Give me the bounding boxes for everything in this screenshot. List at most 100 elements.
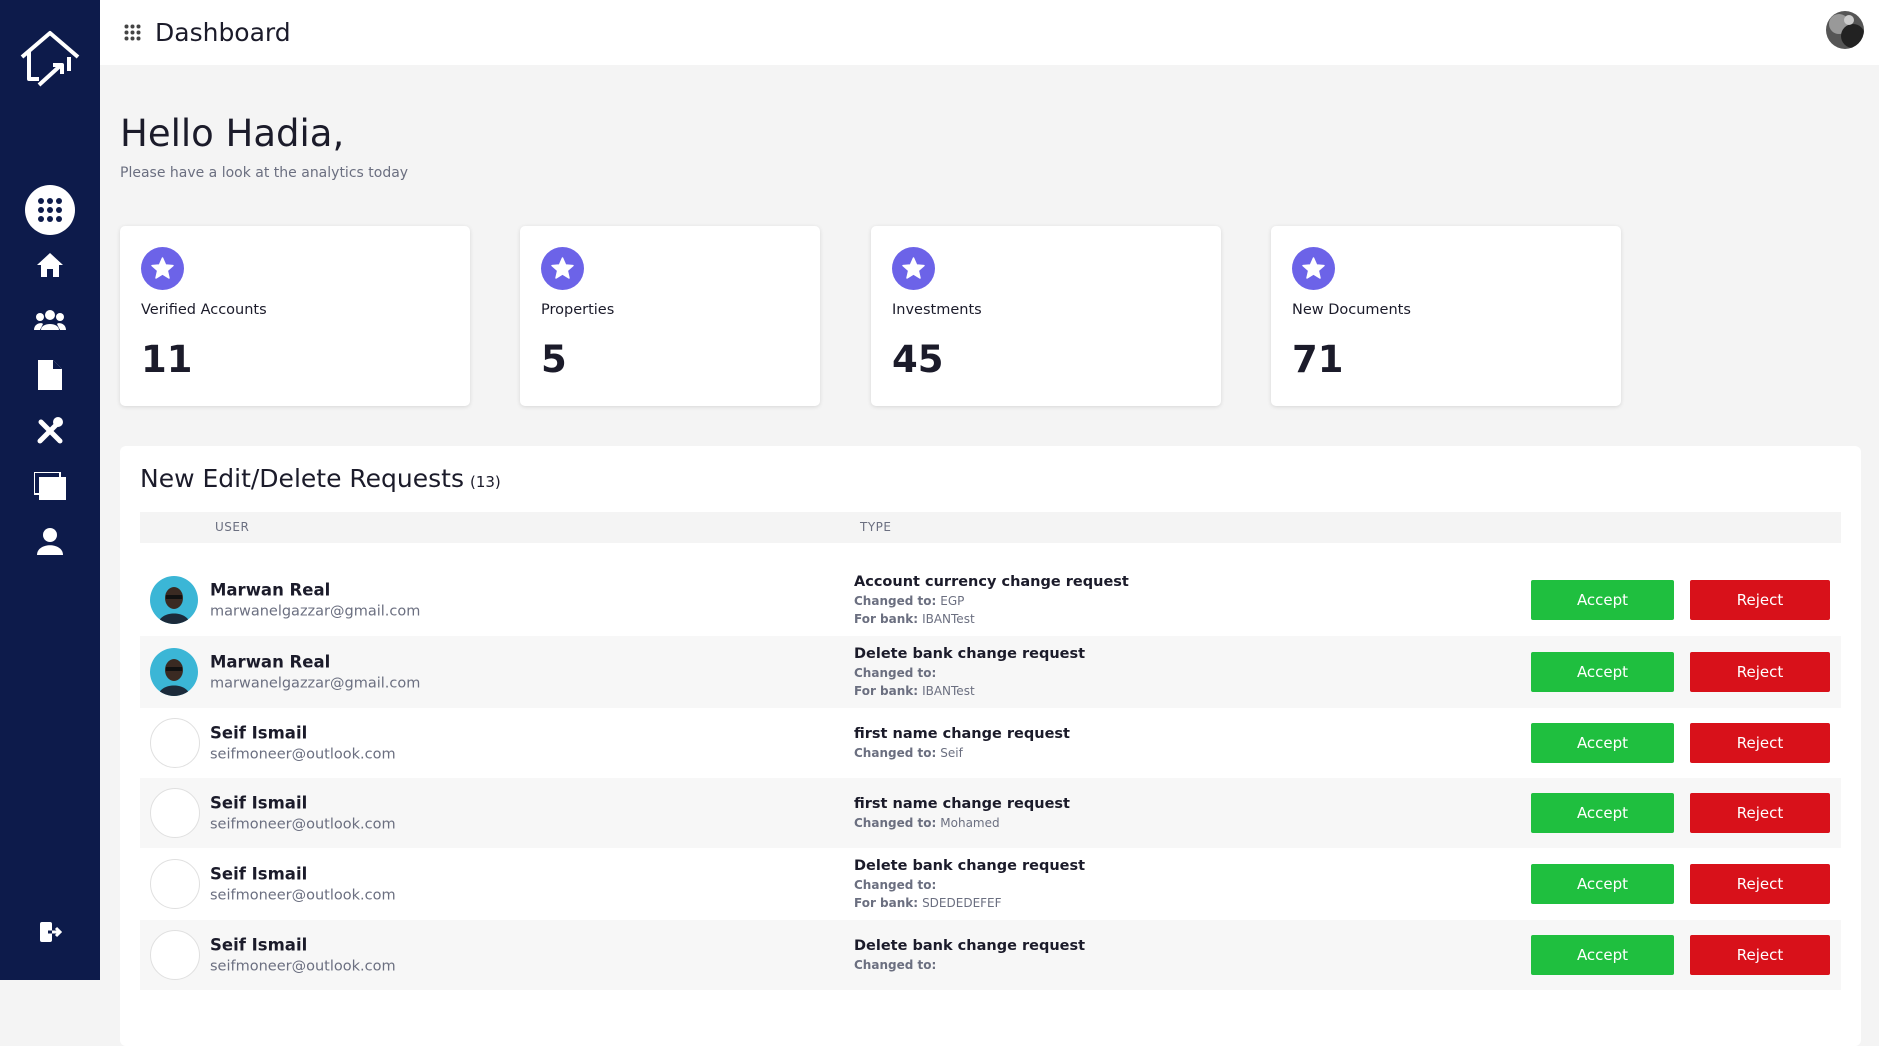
user-email: seifmoneer@outlook.com [210, 958, 396, 975]
detail-label: Changed to: [854, 816, 937, 830]
request-type: Delete bank change request [854, 938, 1086, 954]
reject-button[interactable]: Reject [1690, 652, 1830, 692]
request-row: Marwan Real marwanelgazzar@gmail.com Accou… [140, 564, 1841, 636]
stat-card: Properties 5 [520, 226, 820, 406]
request-row: Seif Ismail seifmoneer@outlook.com Delete … [140, 848, 1841, 920]
topbar: Dashboard [100, 0, 1879, 65]
request-detail: For bank: IBANTest [854, 682, 1085, 700]
reject-button[interactable]: Reject [1690, 864, 1830, 904]
user-avatar [150, 859, 200, 909]
detail-label: Changed to: [854, 878, 937, 892]
detail-value: SDEDEDEFEF [922, 896, 1002, 910]
accept-button[interactable]: Accept [1531, 580, 1674, 620]
request-row: Seif Ismail seifmoneer@outlook.com first n… [140, 778, 1841, 848]
nav-profile[interactable] [36, 527, 64, 555]
profile-avatar[interactable] [1825, 10, 1865, 50]
avatar-photo [150, 576, 198, 624]
request-row: Seif Ismail seifmoneer@outlook.com first n… [140, 708, 1841, 778]
accept-button[interactable]: Accept [1531, 723, 1674, 763]
request-row: Marwan Real marwanelgazzar@gmail.com Delet… [140, 636, 1841, 708]
stat-icon [892, 247, 935, 290]
accept-button[interactable]: Accept [1531, 935, 1674, 975]
stat-icon [541, 247, 584, 290]
logout[interactable] [38, 920, 62, 944]
stat-label: New Documents [1292, 302, 1411, 318]
detail-label: Changed to: [854, 594, 937, 608]
panel-title: New Edit/Delete Requests (13) [140, 464, 501, 493]
request-type-cell: Delete bank change request Changed to: For… [854, 644, 1085, 700]
user-info: Marwan Real marwanelgazzar@gmail.com [210, 653, 420, 692]
user-avatar [150, 576, 198, 624]
user-info: Seif Ismail seifmoneer@outlook.com [210, 794, 396, 833]
detail-value: Seif [940, 746, 963, 760]
detail-label: Changed to: [854, 666, 937, 680]
detail-label: Changed to: [854, 958, 937, 972]
requests-panel: New Edit/Delete Requests (13) USER TYPE M… [120, 446, 1861, 1046]
panel-title-text: New Edit/Delete Requests [140, 464, 464, 493]
user-info: Seif Ismail seifmoneer@outlook.com [210, 936, 396, 975]
accept-button[interactable]: Accept [1531, 652, 1674, 692]
detail-value: Mohamed [940, 816, 1000, 830]
request-detail: Changed to: Seif [854, 744, 1070, 762]
user-avatar [150, 718, 200, 768]
greeting-subtitle: Please have a look at the analytics toda… [120, 165, 409, 181]
user-email: seifmoneer@outlook.com [210, 746, 396, 763]
reject-button[interactable]: Reject [1690, 793, 1830, 833]
nav-gallery[interactable] [34, 472, 66, 500]
stat-label: Investments [892, 302, 982, 318]
accept-button[interactable]: Accept [1531, 864, 1674, 904]
reject-button[interactable]: Reject [1690, 580, 1830, 620]
request-detail: Changed to: [854, 876, 1085, 894]
user-email: marwanelgazzar@gmail.com [210, 603, 421, 620]
detail-label: For bank: [854, 896, 919, 910]
request-detail: For bank: IBANTest [854, 610, 1129, 628]
logo[interactable] [17, 27, 83, 93]
request-type-cell: first name change request Changed to: Moha… [854, 794, 1070, 832]
user-name: Marwan Real [210, 580, 331, 600]
detail-label: Changed to: [854, 746, 937, 760]
request-rows: Marwan Real marwanelgazzar@gmail.com Accou… [140, 564, 1841, 990]
request-detail: Changed to: [854, 664, 1085, 682]
nav-dashboard[interactable] [25, 185, 75, 235]
apps-icon[interactable] [124, 24, 141, 41]
column-header: TYPE [860, 520, 892, 534]
request-type-cell: Account currency change request Changed t… [854, 572, 1129, 628]
request-type-cell: Delete bank change request Changed to: [854, 936, 1085, 974]
nav-tools[interactable] [35, 416, 65, 446]
user-info: Marwan Real marwanelgazzar@gmail.com [210, 581, 420, 620]
user-email: seifmoneer@outlook.com [210, 887, 396, 904]
user-name: Seif Ismail [210, 864, 308, 884]
detail-label: For bank: [854, 612, 919, 626]
user-name: Seif Ismail [210, 723, 308, 743]
request-detail: Changed to: EGP [854, 592, 1129, 610]
nav-users[interactable] [34, 308, 66, 332]
request-type-cell: Delete bank change request Changed to: For… [854, 856, 1085, 912]
sidebar [0, 0, 100, 980]
reject-button[interactable]: Reject [1690, 935, 1830, 975]
stat-value: 11 [141, 338, 193, 381]
stat-card: Verified Accounts 11 [120, 226, 470, 406]
stat-card: Investments 45 [871, 226, 1221, 406]
page-title: Dashboard [155, 18, 291, 47]
avatar-photo [150, 648, 198, 696]
nav-home[interactable] [36, 251, 64, 279]
nav-documents[interactable] [38, 360, 62, 390]
stat-icon [1292, 247, 1335, 290]
stat-value: 5 [541, 338, 567, 381]
request-type: Delete bank change request [854, 858, 1086, 874]
user-name: Seif Ismail [210, 793, 308, 813]
request-type: Delete bank change request [854, 646, 1086, 662]
reject-button[interactable]: Reject [1690, 723, 1830, 763]
detail-label: For bank: [854, 684, 919, 698]
request-type: first name change request [854, 726, 1070, 742]
detail-value: IBANTest [922, 612, 975, 626]
accept-button[interactable]: Accept [1531, 793, 1674, 833]
user-avatar [150, 648, 198, 696]
stat-label: Properties [541, 302, 615, 318]
user-email: marwanelgazzar@gmail.com [210, 675, 421, 692]
column-header: USER [215, 520, 250, 534]
stat-icon [141, 247, 184, 290]
user-info: Seif Ismail seifmoneer@outlook.com [210, 865, 396, 904]
request-type: Account currency change request [854, 574, 1129, 590]
